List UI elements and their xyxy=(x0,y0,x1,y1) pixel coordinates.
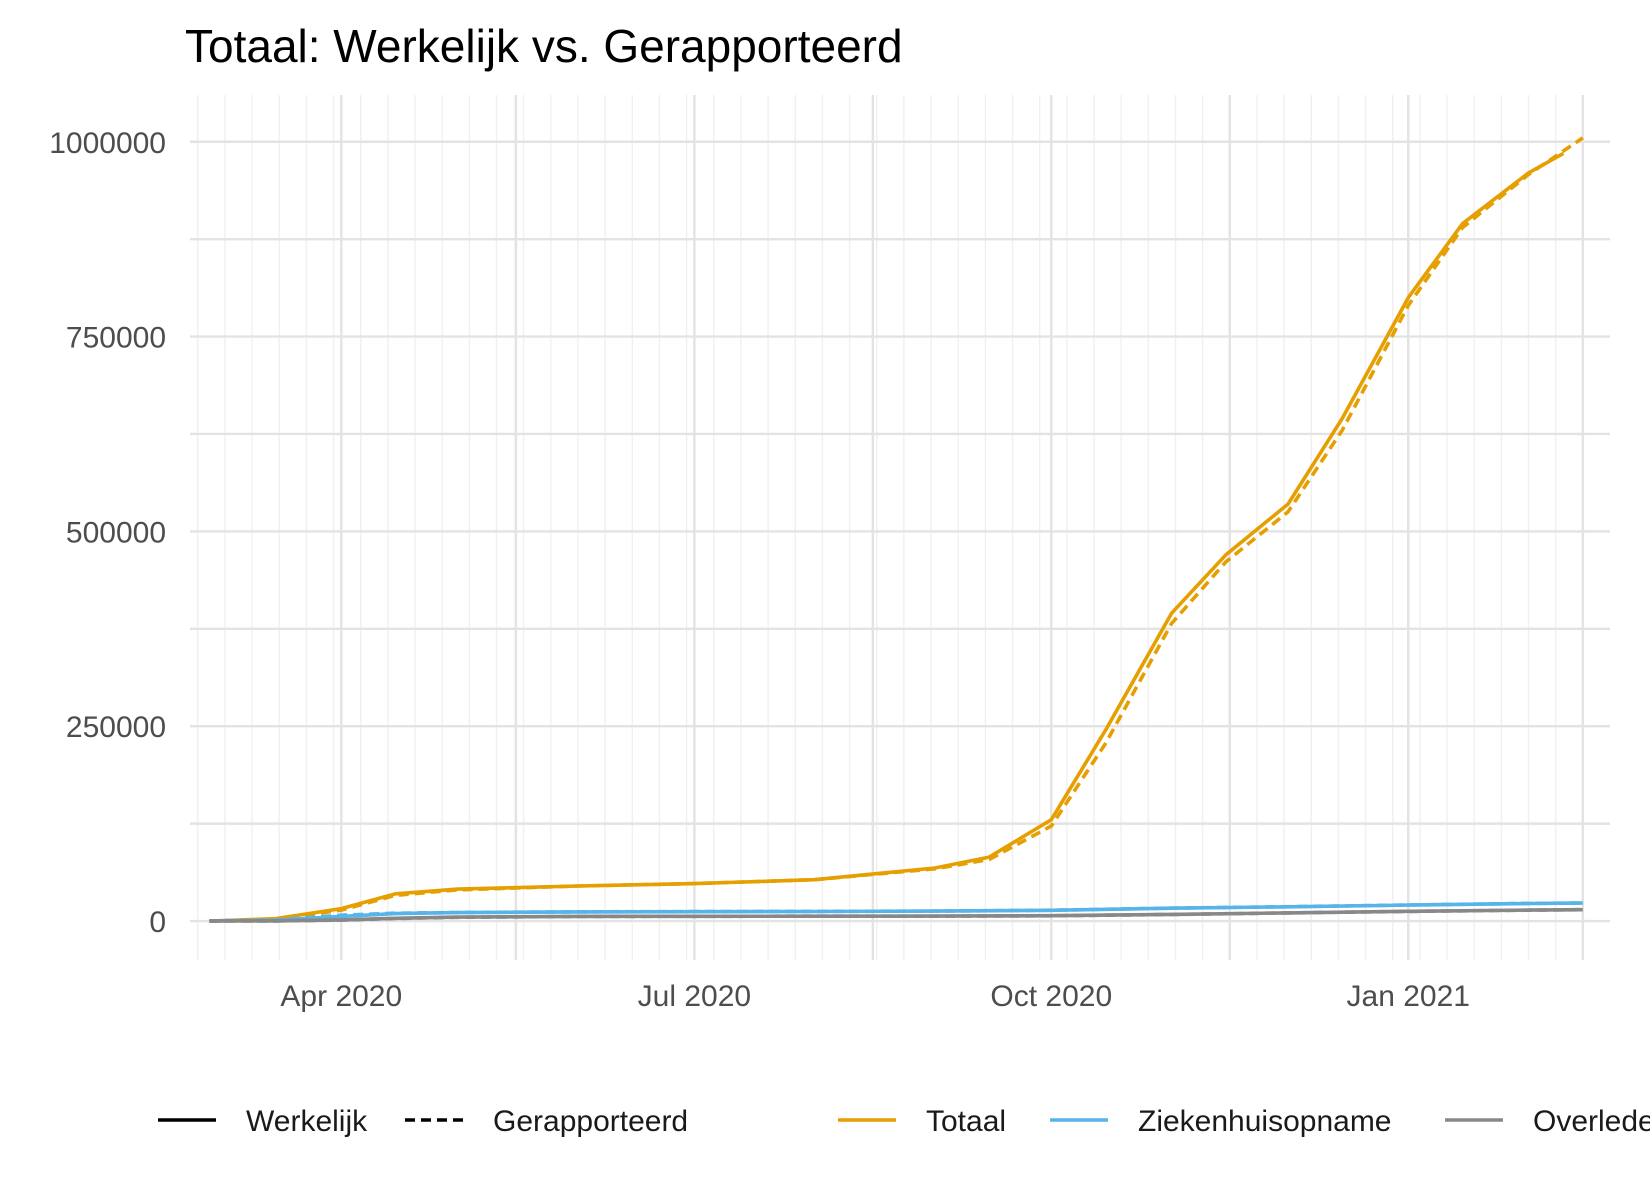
series-line-ziekenhuisopname-gerapporteerd xyxy=(209,901,1583,923)
series-line-overleden-gerapporteerd xyxy=(209,907,1583,923)
legend-label-overleden: Overleden xyxy=(1533,1105,1650,1138)
legend-label-gerapporteerd: Gerapporteerd xyxy=(493,1105,688,1138)
x-axis-tick-labels: Apr 2020 Jul 2020 Oct 2020 Jan 2021 xyxy=(280,980,1470,1013)
y-tick-label: 0 xyxy=(149,906,166,939)
x-tick-label: Jan 2021 xyxy=(1347,980,1470,1013)
series-line-totaal-gerapporteerd xyxy=(209,136,1584,923)
legend-label-totaal: Totaal xyxy=(926,1105,1006,1138)
x-tick-label: Oct 2020 xyxy=(990,980,1112,1013)
y-tick-label: 1000000 xyxy=(49,127,166,160)
y-axis-tick-labels: 0 250000 500000 750000 1000000 xyxy=(49,127,166,939)
legend-label-werkelijk: Werkelijk xyxy=(246,1105,368,1138)
series-lines xyxy=(209,136,1584,923)
legend: Werkelijk Gerapporteerd Totaal Ziekenhuisop… xyxy=(158,1105,1650,1138)
series-line-totaal-werkelijk xyxy=(209,151,1565,923)
x-tick-label: Apr 2020 xyxy=(280,980,402,1013)
legend-label-ziekenhuisopname: Ziekenhuisopname xyxy=(1138,1105,1392,1138)
y-tick-label: 750000 xyxy=(66,322,166,355)
x-tick-label: Jul 2020 xyxy=(638,980,751,1013)
chart-title: Totaal: Werkelijk vs. Gerapporteerd xyxy=(185,20,903,72)
y-tick-label: 500000 xyxy=(66,516,166,549)
y-tick-label: 250000 xyxy=(66,711,166,744)
major-gridlines xyxy=(190,95,1610,960)
minor-gridlines xyxy=(190,95,1610,960)
